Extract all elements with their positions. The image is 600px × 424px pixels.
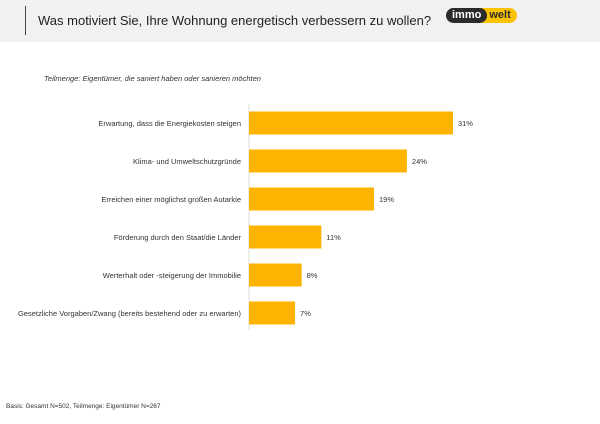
bar bbox=[249, 111, 453, 135]
bar bbox=[249, 149, 407, 173]
chart-subtitle: Teilmenge: Eigentümer, die saniert haben… bbox=[44, 74, 261, 83]
data-label: 11% bbox=[326, 233, 341, 242]
page-title: Was motiviert Sie, Ihre Wohnung energeti… bbox=[38, 13, 432, 28]
category-label: Erwartung, dass die Energiekosten steige… bbox=[98, 119, 241, 128]
header: Was motiviert Sie, Ihre Wohnung energeti… bbox=[0, 0, 600, 42]
data-label: 8% bbox=[307, 271, 318, 280]
category-label: Klima- und Umweltschutzgründe bbox=[133, 157, 241, 166]
data-label: 31% bbox=[458, 119, 473, 128]
bar bbox=[249, 301, 296, 325]
category-label: Gesetzliche Vorgaben/Zwang (bereits best… bbox=[18, 309, 242, 318]
immowelt-logo: immo welt bbox=[446, 8, 517, 23]
footer-note: Basis: Gesamt N=502, Teilmenge: Eigentüm… bbox=[6, 403, 161, 410]
bar bbox=[249, 263, 302, 287]
divider bbox=[25, 6, 26, 35]
bar bbox=[249, 225, 322, 249]
category-label: Erreichen einer möglichst großen Autarki… bbox=[101, 195, 241, 204]
data-label: 7% bbox=[300, 309, 311, 318]
bar bbox=[249, 187, 375, 211]
data-label: 24% bbox=[412, 157, 427, 166]
data-label: 19% bbox=[379, 195, 394, 204]
category-label: Werterhalt oder -steigerung der Immobili… bbox=[103, 271, 241, 280]
category-label: Förderung durch den Staat/die Länder bbox=[114, 233, 242, 242]
